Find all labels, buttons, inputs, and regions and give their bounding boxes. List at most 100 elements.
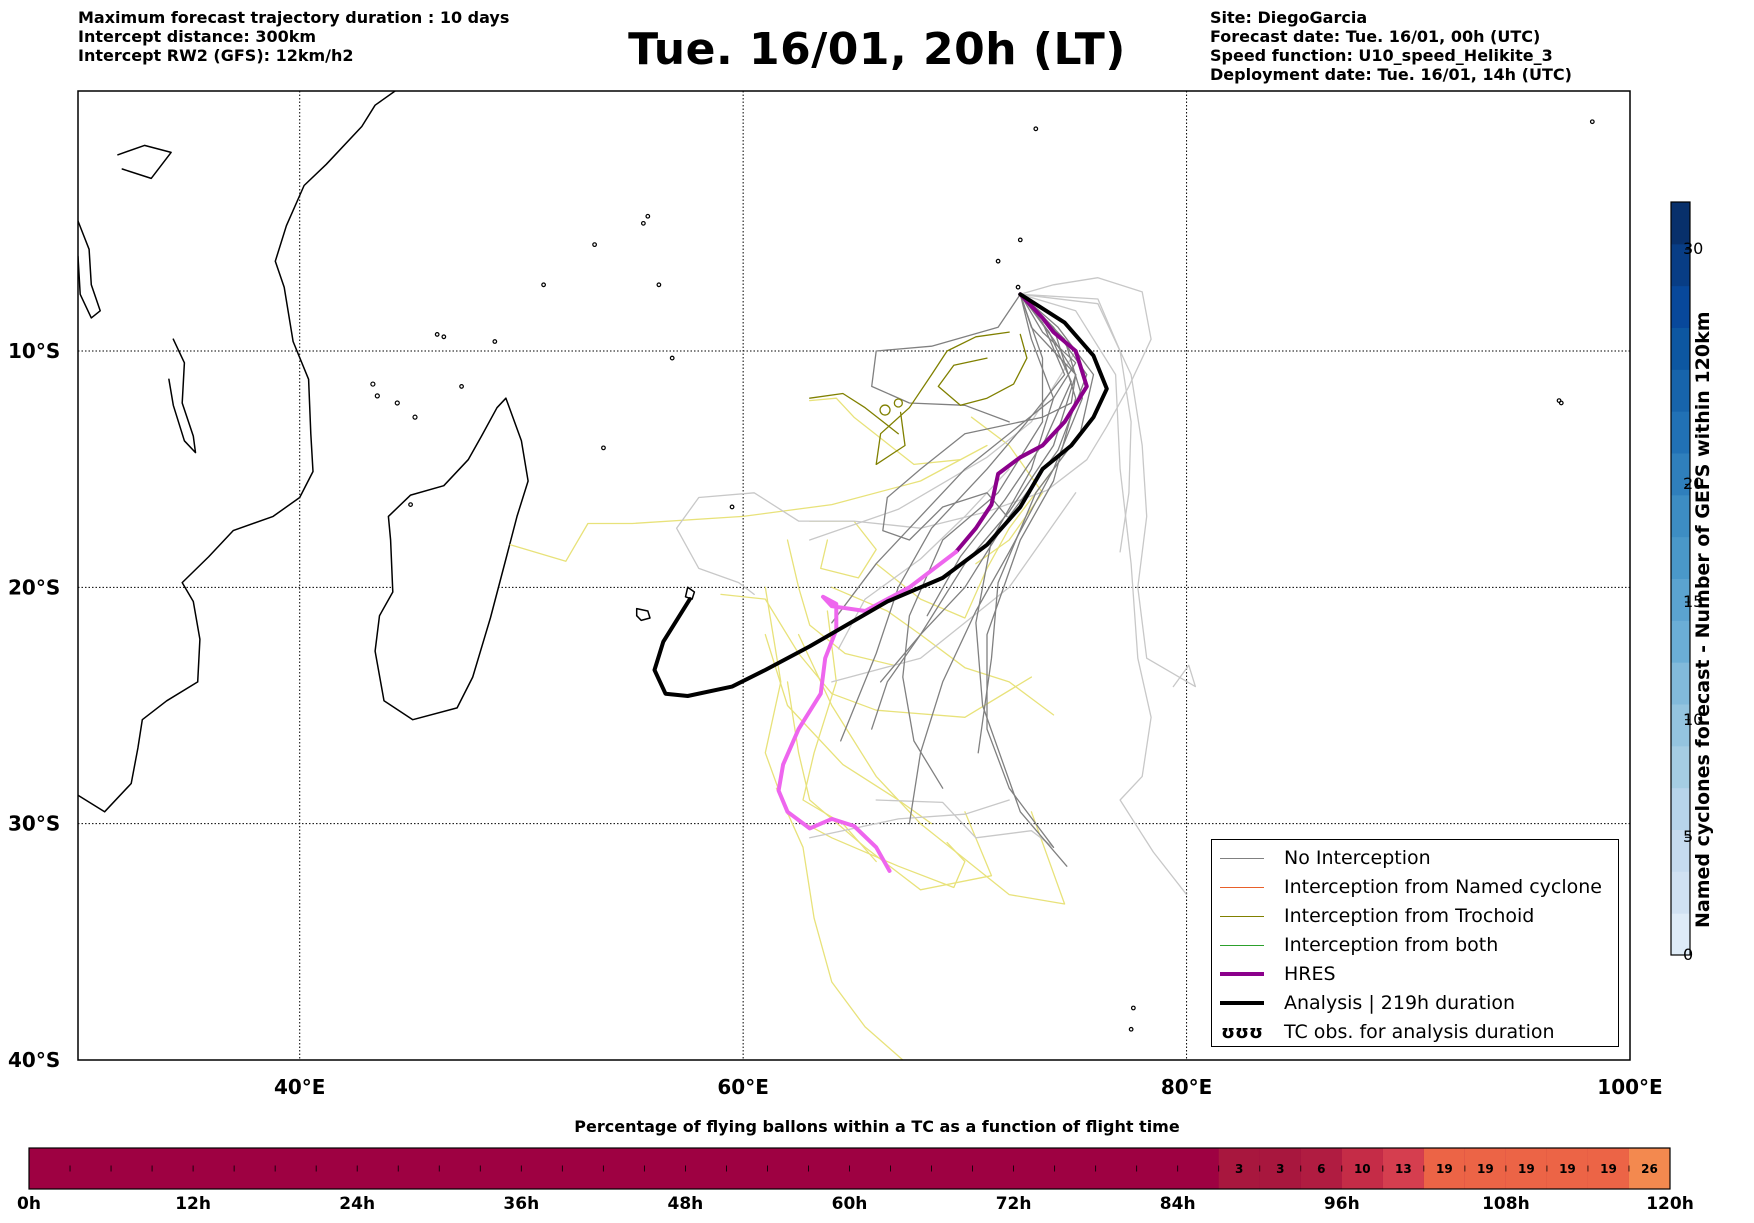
time-bar-cell [1259, 1148, 1301, 1189]
colorbar-segment [1671, 913, 1690, 956]
no-interception-trajectory [882, 293, 1077, 541]
legend-swatch [1220, 915, 1264, 917]
time-bar-cell [1546, 1148, 1588, 1189]
time-bar-cell-value: 26 [1641, 1161, 1658, 1176]
colorbar-segment [1671, 411, 1690, 454]
colorbar-tick-label: 10 [1683, 709, 1704, 729]
colorbar-segment [1671, 285, 1690, 328]
legend-label: HRES [1284, 963, 1336, 985]
colorbar-frame [1670, 201, 1691, 956]
island-marker [459, 384, 464, 389]
time-bar-cell-value: 19 [1518, 1161, 1535, 1176]
forecast-date-text: Forecast date: Tue. 16/01, 00h (UTC) [1210, 27, 1541, 46]
no-interception-trajectory [975, 293, 1068, 867]
mauritius-coastline [684, 586, 696, 600]
island-marker [645, 213, 651, 219]
time-bar-tick-label: 12h [175, 1194, 211, 1214]
legend-item-named-cyclone: Interception from Named cyclone [1212, 873, 1602, 901]
island-marker [729, 504, 735, 510]
time-bar-tick-label: 108h [1482, 1194, 1530, 1214]
hres-late-trajectory [776, 549, 958, 873]
colorbar-tick-label: 30 [1683, 239, 1704, 259]
lon-tick-label: 100°E [1597, 1075, 1662, 1099]
island-marker [669, 355, 675, 361]
no-interception-trajectory [902, 293, 1044, 789]
island-marker [1558, 400, 1564, 406]
time-bar-cell-value: 19 [1600, 1161, 1617, 1176]
legend-swatch [1220, 886, 1264, 888]
time-bar-cell [1341, 1148, 1383, 1189]
site-text: Site: DiegoGarcia [1210, 8, 1368, 27]
island-marker [592, 242, 597, 248]
time-bar-tick-label: 84h [1159, 1194, 1196, 1214]
time-bar-cell [1300, 1148, 1342, 1189]
colorbar-segment [1671, 243, 1690, 287]
time-bar-title: Percentage of flying ballons within a TC… [574, 1117, 1180, 1136]
lon-tick-label: 80°E [1161, 1075, 1213, 1099]
island-marker [394, 400, 400, 406]
time-bar-cell-value: 10 [1353, 1161, 1371, 1176]
island-marker [374, 393, 380, 399]
legend-label: Interception from Trochoid [1284, 905, 1535, 927]
time-bar-cell [1587, 1148, 1629, 1189]
other-trajectory [831, 586, 1055, 716]
time-bar-cell [1464, 1148, 1506, 1189]
legend-item-trochoid: Interception from Trochoid [1212, 902, 1534, 930]
no-interception-light-trajectory [809, 799, 1010, 839]
no-interception-trajectory [977, 293, 1095, 754]
island-marker [1015, 284, 1021, 290]
legend-item-hres: HRES [1212, 960, 1336, 988]
map-frame [77, 90, 1631, 1061]
colorbar-segment [1671, 704, 1690, 747]
legend-swatch [1220, 1001, 1264, 1005]
time-bar-tick-label: 24h [339, 1194, 376, 1214]
map-legend: No Interception Interception from Named … [1211, 839, 1619, 1047]
other-trajectory [875, 468, 1055, 619]
no-interception-light-trajectory [831, 492, 1077, 683]
no-interception-trajectory [840, 293, 1066, 742]
colorbar-segment [1671, 620, 1690, 663]
other-trajectory [797, 633, 1066, 905]
island-marker [1017, 237, 1023, 243]
colorbar-segment [1671, 536, 1690, 579]
time-bar-tick-label: 96h [1323, 1194, 1360, 1214]
coastlines [78, 91, 1595, 1032]
legend-label: TC obs. for analysis duration [1284, 1021, 1555, 1043]
site-info: Site: DiegoGarcia Forecast date: Tue. 16… [1210, 8, 1572, 84]
other-trajectory [809, 397, 962, 466]
lat-tick-label: 30°S [8, 812, 60, 836]
africa-coastline [78, 91, 396, 813]
speed-function-text: Speed function: U10_speed_Helikite_3 [1210, 46, 1553, 65]
island-marker [656, 282, 662, 288]
lon-tick-label: 60°E [717, 1075, 769, 1099]
legend-label: No Interception [1284, 847, 1431, 869]
no-interception-light-trajectory [1019, 293, 1132, 553]
time-bar-frame [28, 1147, 1671, 1190]
island-marker [441, 334, 447, 340]
colorbar-segment [1671, 787, 1690, 830]
colorbar-segment [1671, 578, 1690, 621]
time-bar-cell [1628, 1148, 1670, 1189]
colorbar-segment [1671, 871, 1690, 914]
island-marker [434, 332, 440, 337]
no-interception-light-trajectory [1019, 293, 1197, 688]
no-interception-light-trajectory [875, 799, 1055, 848]
time-bar-tick-label: 120h [1646, 1194, 1694, 1214]
lake-coastline [168, 338, 197, 454]
cyclone-colorbar [1670, 201, 1691, 956]
colorbar-segment [1671, 662, 1690, 705]
legend-swatch [1220, 857, 1264, 859]
no-interception-trajectory [871, 293, 1021, 423]
legend-item-no-interception: No Interception [1212, 844, 1431, 872]
time-bar-tick-label: 60h [831, 1194, 868, 1214]
trochoid-trajectory [809, 392, 899, 435]
legend-label: Interception from both [1284, 934, 1499, 956]
max-duration-text: Maximum forecast trajectory duration : 1… [78, 8, 510, 27]
time-bar-cell-value: 19 [1436, 1161, 1453, 1176]
time-bar-cell-value: 3 [1235, 1161, 1244, 1176]
colorbar-segment [1671, 494, 1690, 538]
deployment-date-text: Deployment date: Tue. 16/01, 14h (UTC) [1210, 65, 1572, 84]
intercept-rw2-text: Intercept RW2 (GFS): 12km/h2 [78, 46, 354, 65]
legend-item-analysis: Analysis | 219h duration [1212, 989, 1515, 1017]
other-trajectory [775, 787, 904, 1060]
